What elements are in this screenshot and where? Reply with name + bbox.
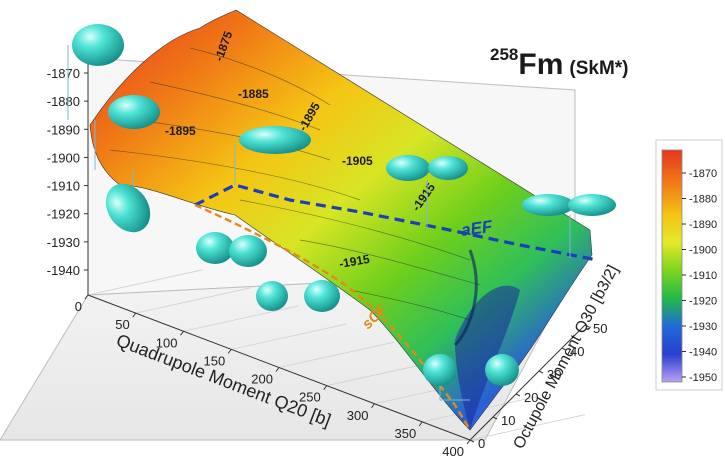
floor-grid-line xyxy=(231,323,347,350)
nuclear-shapes xyxy=(72,24,616,386)
z-tick-label: -1930 xyxy=(47,235,80,250)
colorbar-tick-label: -1910 xyxy=(689,270,717,282)
nucleus-elongated-icon xyxy=(239,126,311,154)
z-tick-label: -1920 xyxy=(47,207,80,222)
x-tick-label: 350 xyxy=(395,426,417,441)
colorbar-tick-label: -1880 xyxy=(689,194,717,206)
colorbar xyxy=(661,149,683,383)
x-tick-mark xyxy=(275,367,280,372)
x-tick-mark xyxy=(180,330,184,336)
y-axis-line xyxy=(469,324,586,441)
contour-label: -1885 xyxy=(238,87,269,101)
x-tick-label: 250 xyxy=(299,390,321,405)
fission-valley xyxy=(455,285,520,430)
colorbar-frame xyxy=(655,139,723,391)
x-tick-label: 100 xyxy=(156,335,178,350)
x-tick-label: 0 xyxy=(75,299,82,314)
valley-ridge xyxy=(453,249,478,347)
chart-title: 258Fm (SkM*) xyxy=(490,45,629,82)
x-tick-mark xyxy=(466,439,471,445)
floor-grid-line xyxy=(469,414,586,441)
y-tick-label: 50 xyxy=(593,321,607,336)
x-tick-label: 150 xyxy=(204,353,226,368)
x-tick-label: 50 xyxy=(115,317,129,332)
y-tick-mark xyxy=(538,370,544,374)
model-name: (SkM*) xyxy=(569,58,629,79)
contour-label: -1905 xyxy=(342,154,373,168)
contour-label: -1915 xyxy=(338,252,371,271)
y-tick-mark xyxy=(561,347,567,351)
floor-grid-line xyxy=(183,305,299,332)
colorbar-tick-label: -1930 xyxy=(689,321,717,333)
x-tick-mark xyxy=(84,294,89,300)
colorbar-tick-label: -1920 xyxy=(689,296,717,308)
z-axis-ticks: -1870 -1880 -1890 -1900 -1910 -1920 -1930 -1940 xyxy=(47,66,88,278)
nucleus-asymmetric-icon xyxy=(256,280,340,312)
x-tick-mark xyxy=(227,349,232,354)
y-tick-label: 20 xyxy=(524,390,538,405)
colorbar-tick-label: -1890 xyxy=(689,219,717,231)
x-tick-mark xyxy=(323,385,328,390)
contour-label: -1895 xyxy=(165,124,196,138)
x-tick-mark xyxy=(371,403,375,409)
nucleus-dumbbell-icon xyxy=(386,155,468,181)
floor-grid-line xyxy=(87,269,204,296)
y-tick-label: 30 xyxy=(547,367,561,382)
nucleus-necked-icon xyxy=(196,232,267,267)
y-tick-label: 0 xyxy=(478,436,485,451)
colorbar-tick-label: -1870 xyxy=(689,168,717,180)
z-tick-label: -1900 xyxy=(47,150,80,165)
x-tick-label: 200 xyxy=(251,372,273,387)
colorbar-tick-label: -1900 xyxy=(689,245,717,257)
colorbar-ticks: -1870 -1880 -1890 -1900 -1910 -1920 -1930 -1940… xyxy=(682,168,717,384)
y-tick-mark xyxy=(492,416,498,420)
y-tick-mark xyxy=(469,439,475,443)
y-tick-label: 10 xyxy=(501,413,515,428)
x-tick-label: 300 xyxy=(347,408,369,423)
z-tick-label: -1880 xyxy=(47,94,80,109)
y-tick-mark xyxy=(584,324,590,328)
nucleus-elongated-fission-icon xyxy=(522,194,616,216)
x-tick-mark xyxy=(132,312,137,318)
x-axis-ticks: 0 50 100 150 200 250 300 350 400 xyxy=(75,294,471,459)
aef-path xyxy=(194,183,598,262)
nucleus-prolate-icon xyxy=(105,183,151,233)
y-axis-ticks: 0 10 20 30 40 50 xyxy=(469,321,607,451)
nucleus-fragments-icon xyxy=(423,354,519,386)
x-tick-label: 400 xyxy=(442,444,464,459)
colorbar-tick-label: -1940 xyxy=(689,347,717,359)
aef-label: aEF xyxy=(460,217,494,240)
z-tick-label: -1940 xyxy=(47,263,80,278)
z-tick-label: -1910 xyxy=(47,179,80,194)
element-symbol: Fm xyxy=(518,48,564,81)
contour-lines xyxy=(109,47,481,321)
y-tick-mark xyxy=(515,393,521,397)
mass-number: 258 xyxy=(490,45,519,64)
floor-grid-line xyxy=(135,287,251,314)
z-tick-label: -1890 xyxy=(47,122,80,137)
colorbar-tick-label: -1950 xyxy=(689,372,717,384)
y-tick-label: 40 xyxy=(570,344,584,359)
nucleus-oblate-icon xyxy=(108,95,160,129)
shape-connectors xyxy=(67,45,571,401)
nucleus-spherical-icon xyxy=(72,24,124,66)
x-tick-mark xyxy=(418,421,423,427)
floor-grid-line xyxy=(278,341,395,368)
z-tick-label: -1870 xyxy=(47,66,80,81)
